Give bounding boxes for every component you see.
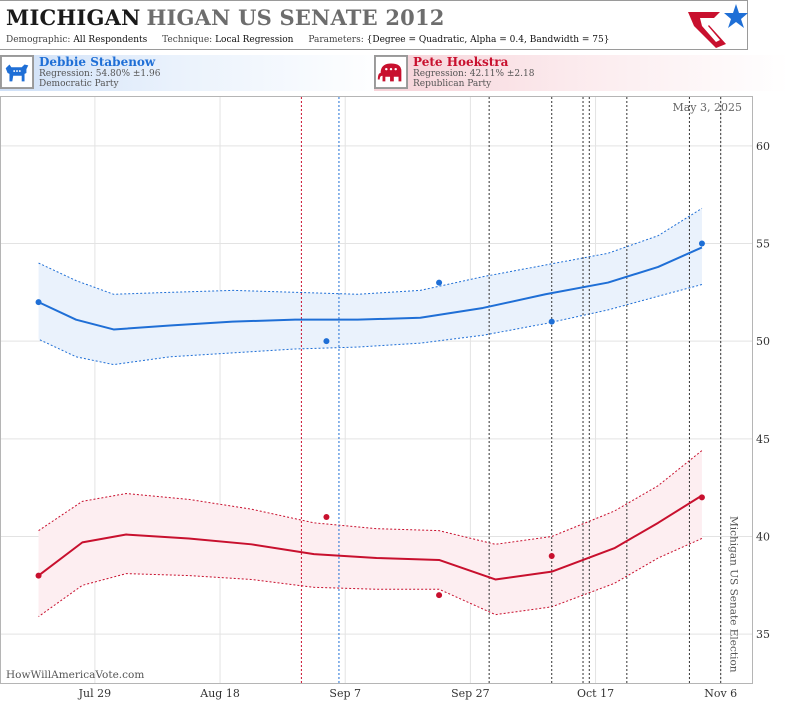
regression-line	[37, 494, 703, 581]
dem-candidate-name: Debbie Stabenow	[39, 55, 156, 69]
confidence-band	[38, 208, 702, 365]
title-race: HIGAN US SENATE 2012	[146, 5, 445, 30]
demographic-label: Demographic:	[6, 35, 71, 45]
y-tick-label: 55	[756, 238, 770, 251]
x-tick-label: Sep 27	[451, 687, 490, 700]
x-tick-label: Jul 29	[78, 687, 112, 700]
rep-party: Republican Party	[413, 79, 492, 89]
parameters-value: {Degree = Quadratic, Alpha = 0.4, Bandwi…	[366, 35, 610, 45]
x-tick-label: Sep 7	[329, 687, 361, 700]
y-tick-label: 60	[756, 140, 770, 153]
flag-star-logo-icon	[688, 4, 748, 48]
x-axis: Jul 29 Aug 18 Sep 7 Sep 27 Oct 17 Nov 6	[78, 687, 738, 700]
technique-label: Technique:	[162, 35, 213, 45]
x-tick-label: Oct 17	[577, 687, 614, 700]
x-tick-label: Nov 6	[704, 687, 737, 700]
poll-point	[698, 494, 705, 501]
dem-party: Democratic Party	[39, 79, 119, 89]
y-tick-label: 35	[756, 628, 770, 641]
upper-bound	[38, 450, 703, 545]
poll-point	[548, 553, 555, 560]
upper-bound	[38, 207, 703, 295]
lower-bound	[38, 284, 703, 366]
candidate-panel-republican: Pete Hoekstra Regression: 42.11% ±2.18 R…	[374, 55, 789, 91]
y-tick-label: 40	[756, 531, 770, 544]
chart-title: MICHIGAN HIGAN US SENATE 2012	[6, 5, 445, 30]
confidence-bands	[38, 207, 703, 617]
poll-point	[698, 240, 705, 247]
poll-point	[436, 592, 443, 599]
chart-parameters: Demographic: All Respondents Technique: …	[6, 35, 621, 45]
chart-header: MICHIGAN HIGAN US SENATE 2012 Demographic…	[0, 0, 748, 50]
watermark: HowWillAmericaVote.com	[6, 669, 144, 681]
y-tick-label: 50	[756, 335, 770, 348]
poll-point	[35, 572, 42, 579]
polling-chart: 35 40 45 50 55 60 Jul 29 Aug 18 Sep 7 Sep 27 Oct …	[0, 96, 770, 700]
parameters-label: Parameters:	[308, 35, 364, 45]
rep-candidate-name: Pete Hoekstra	[413, 55, 509, 69]
confidence-band	[38, 450, 702, 617]
election-label: Michigan US Senate Election	[728, 516, 740, 673]
candidate-panel-democrat: Debbie Stabenow Regression: 54.80% ±1.96…	[0, 55, 390, 91]
chart-date: May 3, 2025	[672, 101, 742, 114]
x-tick-label: Aug 18	[199, 687, 240, 700]
dem-regression: Regression: 54.80% ±1.96	[39, 69, 161, 79]
lower-bound	[38, 537, 703, 617]
poll-point	[35, 299, 42, 306]
plot-area	[0, 96, 753, 684]
title-state: MICHIGAN	[6, 5, 141, 30]
technique-value: Local Regression	[215, 35, 294, 45]
regression-line	[38, 246, 703, 331]
poll-point	[548, 318, 555, 325]
y-tick-label: 45	[756, 433, 770, 446]
poll-point	[323, 338, 330, 345]
demographic-value: All Respondents	[73, 35, 148, 45]
rep-regression: Regression: 42.11% ±2.18	[413, 69, 535, 79]
donkey-icon	[0, 55, 34, 89]
series-lines	[37, 246, 703, 581]
y-axis: 35 40 45 50 55 60	[756, 140, 770, 641]
poll-lines	[300, 97, 722, 683]
poll-points	[35, 240, 705, 599]
elephant-icon	[374, 55, 408, 89]
poll-point	[436, 279, 443, 286]
poll-point	[323, 513, 330, 520]
